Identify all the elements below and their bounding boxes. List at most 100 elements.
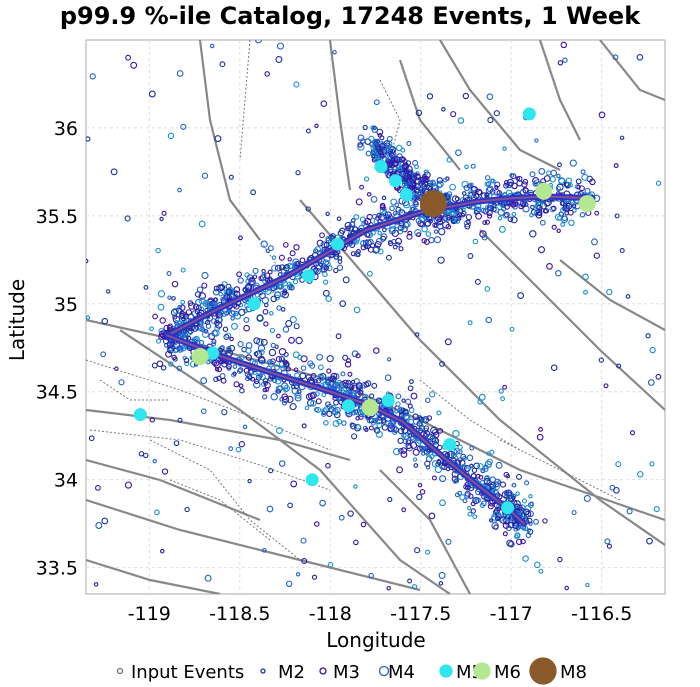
event-marker: [498, 225, 506, 233]
event-marker: [159, 317, 166, 324]
event-marker: [176, 345, 184, 353]
fault-line: [398, 59, 461, 171]
event-marker: [556, 228, 561, 234]
event-marker: [350, 379, 356, 385]
grid: [86, 40, 665, 594]
event-marker: [401, 181, 407, 187]
marker-m5: [341, 399, 355, 413]
event-marker: [396, 466, 404, 474]
event-marker: [529, 171, 536, 178]
event-marker: [152, 459, 157, 464]
event-marker: [356, 252, 361, 257]
event-marker: [387, 496, 393, 503]
event-marker: [616, 363, 622, 369]
event-marker: [151, 362, 158, 369]
marker-m8: [419, 190, 447, 218]
event-marker: [445, 214, 451, 221]
fault-lines: [86, 40, 665, 594]
event-marker: [167, 132, 175, 140]
event-marker: [236, 368, 243, 374]
event-marker: [267, 376, 274, 382]
event-marker: [282, 400, 287, 406]
event-marker: [243, 367, 250, 374]
event-marker: [502, 191, 508, 197]
event-marker: [539, 219, 546, 226]
event-marker: [557, 556, 563, 563]
y-axis-label: Latitude: [5, 279, 29, 361]
event-marker: [416, 190, 423, 197]
event-marker: [603, 383, 609, 389]
event-marker: [493, 483, 500, 491]
event-marker: [184, 506, 190, 513]
fault-line-dotted: [169, 479, 271, 541]
event-marker: [363, 176, 370, 182]
event-marker: [489, 178, 495, 184]
event-marker: [421, 225, 428, 233]
event-marker: [231, 322, 238, 330]
event-marker: [325, 462, 331, 469]
fault-line-dotted: [239, 40, 251, 161]
event-marker: [445, 223, 452, 230]
event-marker: [511, 495, 516, 500]
event-marker: [613, 163, 619, 169]
event-marker: [253, 337, 261, 345]
event-marker: [344, 361, 352, 368]
event-marker: [316, 353, 323, 361]
event-marker: [371, 152, 380, 160]
event-marker: [275, 388, 281, 394]
event-marker: [201, 330, 210, 338]
event-marker: [379, 204, 386, 210]
event-marker: [470, 501, 476, 507]
event-marker: [629, 430, 636, 436]
event-marker: [494, 181, 501, 188]
event-marker: [345, 358, 352, 364]
legend-swatch: [319, 667, 327, 675]
event-marker: [419, 445, 426, 452]
event-marker: [451, 475, 459, 483]
event-marker: [300, 365, 307, 371]
event-marker: [230, 316, 235, 321]
event-marker: [469, 445, 475, 451]
event-marker: [555, 269, 562, 277]
event-marker: [293, 367, 299, 373]
event-marker: [331, 377, 337, 383]
event-marker: [299, 257, 306, 264]
event-marker: [580, 169, 586, 175]
event-marker: [322, 289, 330, 297]
event-marker: [472, 238, 479, 245]
event-marker: [355, 198, 363, 206]
event-marker: [366, 270, 373, 277]
event-marker: [229, 336, 234, 342]
event-marker: [518, 203, 524, 210]
event-marker: [390, 424, 398, 432]
event-marker: [484, 175, 491, 181]
event-marker: [655, 373, 662, 380]
event-marker: [619, 247, 625, 254]
event-marker: [89, 73, 96, 80]
event-marker: [294, 394, 302, 402]
event-marker: [353, 306, 361, 314]
event-marker: [503, 182, 510, 189]
fault-line: [119, 329, 451, 594]
event-marker: [436, 177, 443, 184]
event-marker: [143, 285, 149, 290]
event-marker: [436, 410, 442, 416]
event-marker: [438, 571, 446, 579]
event-marker: [492, 509, 499, 515]
event-marker: [333, 267, 339, 274]
event-marker: [171, 280, 179, 288]
event-marker: [481, 500, 487, 507]
legend-label: Input Events: [131, 662, 244, 683]
event-marker: [288, 284, 295, 291]
event-marker: [451, 470, 459, 478]
event-marker: [417, 184, 424, 191]
event-marker: [423, 239, 430, 245]
event-marker: [278, 460, 286, 467]
event-marker: [156, 338, 162, 344]
event-marker: [266, 505, 274, 513]
event-marker: [494, 185, 499, 190]
event-marker: [615, 461, 622, 468]
event-marker: [583, 289, 588, 295]
event-marker: [439, 361, 445, 367]
event-marker: [401, 507, 407, 513]
